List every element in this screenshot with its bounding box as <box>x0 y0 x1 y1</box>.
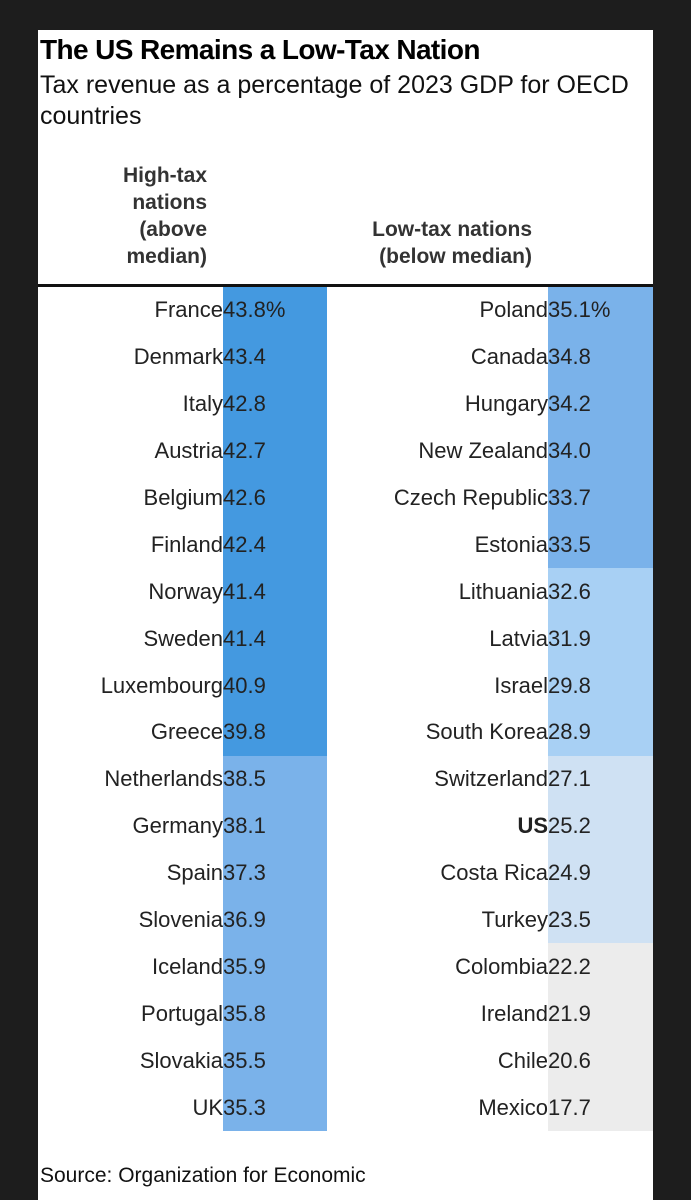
high-tax-country: Belgium <box>143 485 223 510</box>
low-tax-country: Costa Rica <box>440 860 548 886</box>
low-tax-country: Colombia <box>455 953 548 979</box>
low-tax-country: Czech Republic <box>393 485 548 510</box>
high-tax-value-cell: 35.5 <box>223 1037 327 1085</box>
low-tax-country: New Zealand <box>418 438 548 464</box>
low-tax-value-cell: 31.9 <box>548 615 653 663</box>
low-tax-value-cell: 33.7 <box>548 474 653 522</box>
high-tax-value-cell: 42.7 <box>223 427 327 475</box>
high-tax-country: Greece <box>150 719 223 745</box>
table-row: Sweden 41.4 Latvia 31.9 <box>38 615 653 663</box>
table-row: UK 35.3 Mexico 17.7 <box>38 1084 653 1132</box>
high-tax-value-cell: 41.4 <box>223 615 327 663</box>
table-row: Finland 42.4 Estonia 33.5 <box>38 521 653 569</box>
low-tax-value-cell: 20.6 <box>548 1037 653 1085</box>
high-tax-value-cell: 39.8 <box>223 709 327 756</box>
chart-subtitle: Tax revenue as a percentage of 2023 GDP … <box>40 71 629 130</box>
low-tax-country: Lithuania <box>458 578 548 604</box>
table-row: Greece 39.8 South Korea 28.9 <box>38 709 653 756</box>
chart-title: The US Remains a Low-Tax Nation <box>40 34 480 65</box>
high-tax-value-cell: 42.6 <box>223 474 327 522</box>
high-tax-country: Italy <box>182 391 223 417</box>
high-tax-value-cell: 43.4 <box>223 333 327 381</box>
high-tax-value-cell: 35.8 <box>223 990 327 1038</box>
high-tax-country: Austria <box>154 438 223 464</box>
table-row: Norway 41.4 Lithuania 32.6 <box>38 568 653 616</box>
low-tax-value-cell: 34.8 <box>548 333 653 381</box>
table-row: Austria 42.7 New Zealand 34.0 <box>38 427 653 475</box>
low-tax-country: South Korea <box>425 719 548 745</box>
high-tax-value-cell: 43.8% <box>223 287 327 334</box>
tax-table: France 43.8% Poland 35.1% Denmark 43.4 Canada 3… <box>38 287 653 1132</box>
high-tax-value-cell: 38.1 <box>223 802 327 850</box>
low-tax-country: Latvia <box>489 625 548 651</box>
table-row: Slovenia 36.9 Turkey 23.5 <box>38 896 653 944</box>
low-tax-country: Ireland <box>480 1000 548 1026</box>
source-note: Source: Organization for Economic <box>40 1164 366 1187</box>
low-tax-country: Canada <box>470 344 548 370</box>
high-tax-value-cell: 42.4 <box>223 521 327 569</box>
low-tax-value-cell: 34.2 <box>548 380 653 428</box>
low-tax-value-cell: 17.7 <box>548 1084 653 1132</box>
high-tax-country: UK <box>192 1094 223 1120</box>
low-tax-country: Poland <box>479 297 548 323</box>
high-tax-country: Iceland <box>152 953 223 979</box>
high-tax-country: Portugal <box>141 1000 223 1026</box>
table-row: Italy 42.8 Hungary 34.2 <box>38 380 653 428</box>
table-row: Germany 38.1 US 25.2 <box>38 802 653 850</box>
high-tax-value-cell: 36.9 <box>223 896 327 944</box>
table-row: Portugal 35.8 Ireland 21.9 <box>38 990 653 1038</box>
high-tax-country: Norway <box>148 578 223 604</box>
low-tax-value-cell: 33.5 <box>548 521 653 569</box>
low-tax-value-cell: 22.2 <box>548 943 653 991</box>
low-tax-value-cell: 23.5 <box>548 896 653 944</box>
high-tax-country: Slovenia <box>138 907 223 933</box>
low-tax-value-cell: 24.9 <box>548 849 653 897</box>
high-tax-country: Spain <box>166 860 223 886</box>
low-tax-country: Hungary <box>464 391 548 417</box>
high-tax-country: Luxembourg <box>100 672 223 698</box>
table-row: Denmark 43.4 Canada 34.8 <box>38 333 653 381</box>
low-tax-value-cell: 35.1% <box>548 287 653 334</box>
low-tax-value-cell: 34.0 <box>548 427 653 475</box>
high-tax-value-cell: 42.8 <box>223 380 327 428</box>
high-tax-country: Slovakia <box>139 1047 223 1073</box>
high-tax-country: Netherlands <box>104 766 223 792</box>
table-row: Spain 37.3 Costa Rica 24.9 <box>38 849 653 897</box>
low-tax-country: Turkey <box>481 907 548 933</box>
low-tax-value-cell: 28.9 <box>548 709 653 756</box>
table-row: Netherlands 38.5 Switzerland 27.1 <box>38 755 653 803</box>
low-tax-value-cell: 32.6 <box>548 568 653 616</box>
low-tax-country: Switzerland <box>434 766 548 792</box>
low-tax-country: Chile <box>497 1047 548 1073</box>
high-tax-country: France <box>154 297 223 323</box>
high-tax-value-cell: 35.3 <box>223 1084 327 1132</box>
low-tax-country: US <box>517 813 548 839</box>
low-tax-value-cell: 29.8 <box>548 662 653 710</box>
table-row: Belgium 42.6 Czech Republic 33.7 <box>38 474 653 522</box>
table-row: Luxembourg 40.9 Israel 29.8 <box>38 662 653 710</box>
high-tax-country: Germany <box>132 813 223 839</box>
high-tax-country: Sweden <box>143 625 223 651</box>
high-tax-country: Denmark <box>133 344 223 370</box>
high-tax-value-cell: 37.3 <box>223 849 327 897</box>
low-tax-value-cell: 27.1 <box>548 755 653 803</box>
high-tax-value-cell: 40.9 <box>223 662 327 710</box>
low-tax-country: Israel <box>494 672 548 698</box>
low-tax-value-cell: 25.2 <box>548 802 653 850</box>
low-tax-country: Mexico <box>478 1094 548 1120</box>
table-row: Iceland 35.9 Colombia 22.2 <box>38 943 653 991</box>
high-tax-value-cell: 35.9 <box>223 943 327 991</box>
table-row: France 43.8% Poland 35.1% <box>38 287 653 334</box>
high-tax-country: Finland <box>150 531 223 557</box>
table-row: Slovakia 35.5 Chile 20.6 <box>38 1037 653 1085</box>
high-tax-value-cell: 41.4 <box>223 568 327 616</box>
high-tax-column-header: High-tax nations (above median) <box>123 164 207 268</box>
low-tax-country: Estonia <box>474 531 548 557</box>
header-rule <box>38 284 653 287</box>
low-tax-value-cell: 21.9 <box>548 990 653 1038</box>
chart-card: The US Remains a Low-Tax Nation Tax reve… <box>38 30 653 1200</box>
low-tax-column-header: Low-tax nations (below median) <box>372 218 532 268</box>
high-tax-value-cell: 38.5 <box>223 755 327 803</box>
